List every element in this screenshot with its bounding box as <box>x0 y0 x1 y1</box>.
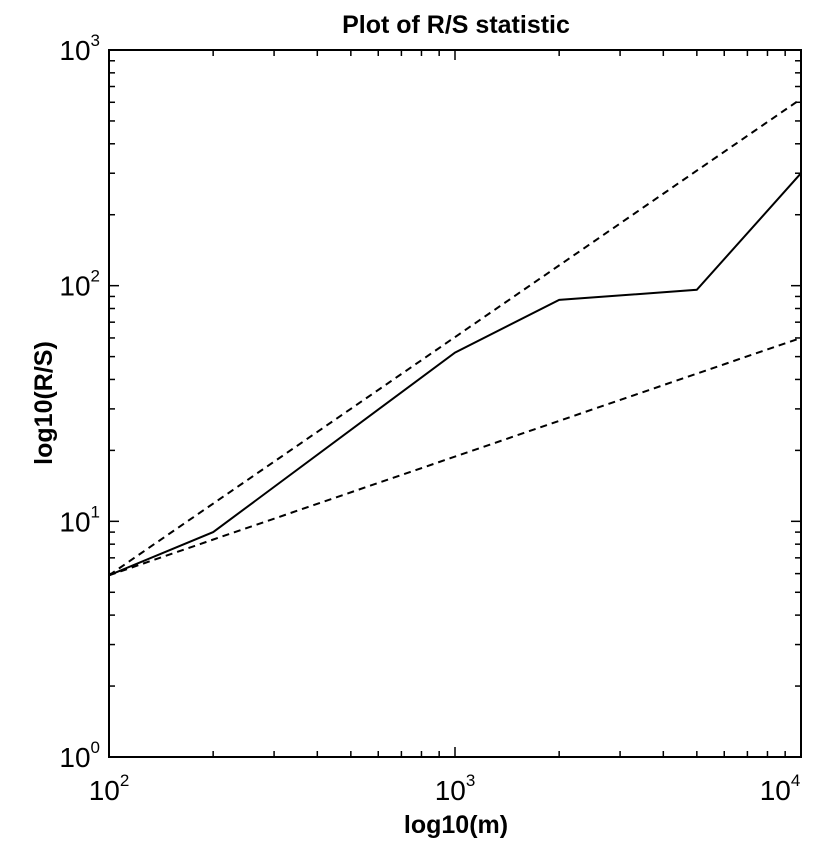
tick-layer: 102 103 104 100 101 102 103 <box>59 31 802 806</box>
y-axis-label: log10(R/S) <box>30 341 58 465</box>
y-tick-label: 100 <box>59 738 100 773</box>
series-line-1 <box>108 172 802 577</box>
x-axis-label: log10(m) <box>404 811 508 839</box>
x-tick-label: 104 <box>760 771 801 806</box>
y-tick-label: 101 <box>59 502 100 537</box>
series-line-3 <box>108 336 802 577</box>
plot-frame <box>108 49 802 758</box>
x-tick-label: 103 <box>435 771 476 806</box>
y-tick-label: 102 <box>59 267 100 302</box>
chart-title: Plot of R/S statistic <box>342 11 570 39</box>
y-tick-label: 103 <box>59 31 100 66</box>
series-line-2 <box>108 98 802 577</box>
series-layer <box>108 98 802 577</box>
x-tick-label: 102 <box>89 771 130 806</box>
